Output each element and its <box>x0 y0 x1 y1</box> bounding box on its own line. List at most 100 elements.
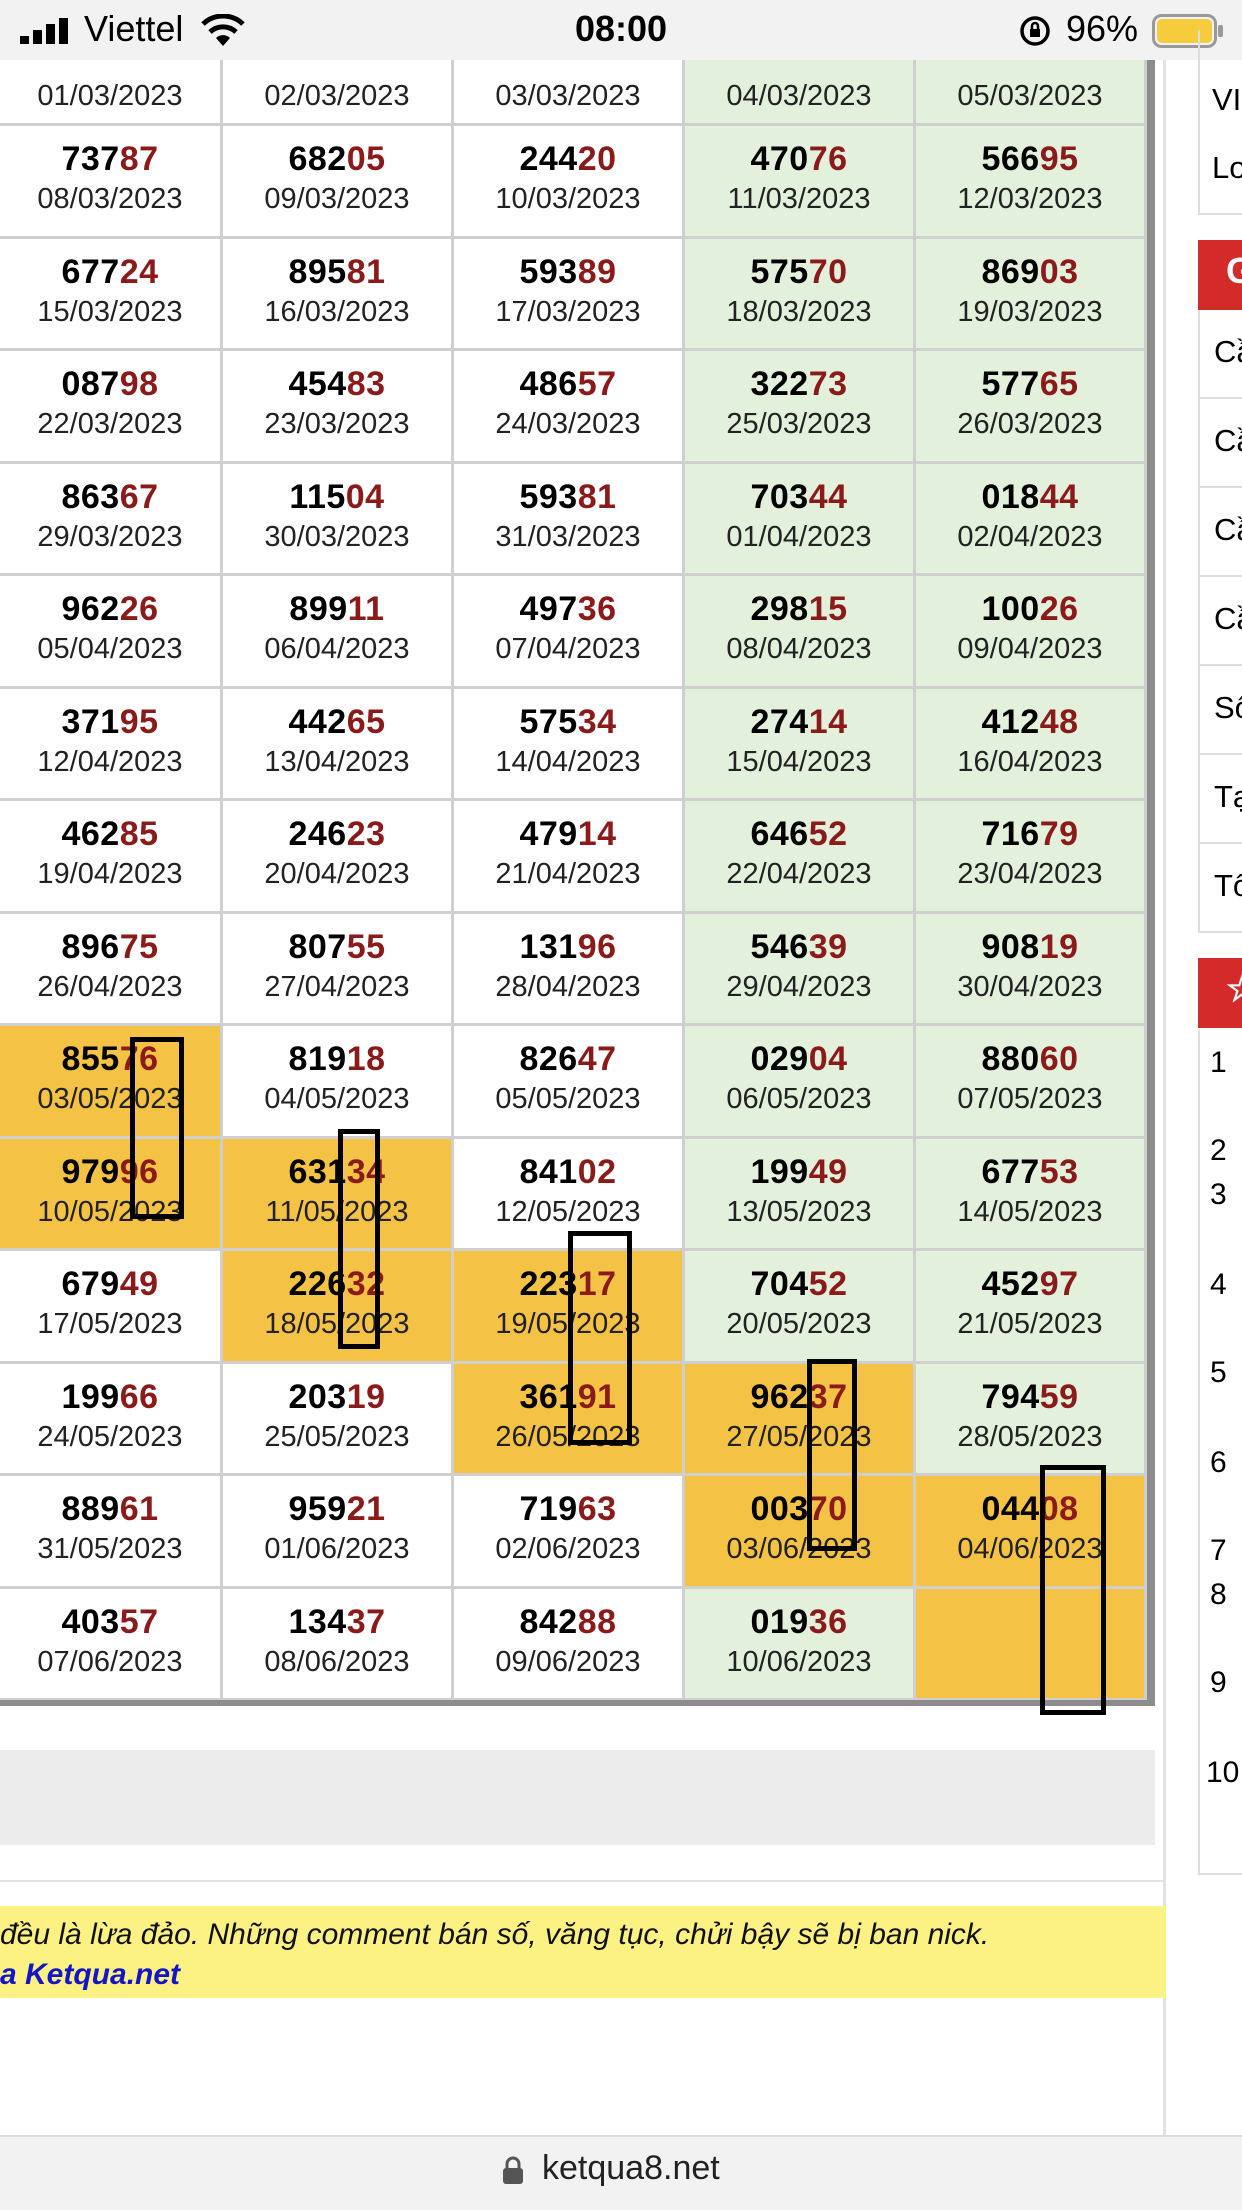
result-cell: 01844 02/04/2023 <box>916 463 1147 576</box>
result-number: 29815 <box>685 590 913 629</box>
ranking-number: 3 <box>1210 1178 1227 1211</box>
date-cell: 02/03/2023 <box>223 60 454 126</box>
result-number-tail: 95 <box>1039 140 1079 178</box>
notice-link[interactable]: a Ketqua.net <box>0 1958 181 1991</box>
result-number: 45297 <box>916 1265 1144 1304</box>
result-number: 47076 <box>685 140 913 179</box>
ranking-number: 4 <box>1210 1268 1227 1301</box>
result-number-head: 889 <box>61 1490 120 1528</box>
sidebar-ranking-list <box>1198 1030 1242 1875</box>
draw-date: 15/03/2023 <box>37 295 183 328</box>
result-number-head: 479 <box>519 815 578 853</box>
result-number-tail: 21 <box>346 1490 386 1528</box>
draw-date: 29/04/2023 <box>726 970 872 1003</box>
draw-date: 04/05/2023 <box>264 1083 410 1115</box>
draw-date: 09/06/2023 <box>495 1645 641 1678</box>
sidebar-menu-item[interactable]: Cầ <box>1198 399 1242 488</box>
result-cell: 71963 02/06/2023 <box>454 1476 685 1589</box>
result-number-head: 631 <box>288 1152 347 1191</box>
result-number-head: 842 <box>519 1602 578 1641</box>
draw-date: 15/04/2023 <box>726 745 872 778</box>
url-text[interactable]: ketqua8.net <box>542 2149 720 2187</box>
result-number: 01844 <box>916 478 1144 517</box>
sidebar-menu-item[interactable]: Tạ <box>1198 755 1242 844</box>
result-cell: 49736 07/04/2023 <box>454 576 685 689</box>
sidebar-box-text[interactable]: Lo <box>1212 150 1242 185</box>
result-number: 88961 <box>0 1490 220 1529</box>
result-cell: 02904 06/05/2023 <box>685 1026 916 1139</box>
result-cell: 73787 08/03/2023 <box>0 126 223 239</box>
draw-date: 08/04/2023 <box>726 633 872 665</box>
result-number-tail: 04 <box>345 477 385 516</box>
result-number-head: 244 <box>519 140 578 178</box>
result-number: 36191 <box>454 1378 682 1417</box>
result-cell: 40357 07/06/2023 <box>0 1588 223 1701</box>
result-number-head: 486 <box>519 365 578 403</box>
result-number: 47914 <box>454 815 682 854</box>
sidebar-section-glyph: G <box>1226 250 1242 291</box>
warning-notice: đều là lừa đảo. Những comment bán số, vă… <box>0 1906 1166 1998</box>
result-cell: 88060 07/05/2023 <box>916 1026 1147 1139</box>
result-number-head: 100 <box>981 590 1040 628</box>
sidebar-menu-item[interactable]: Cầ <box>1198 577 1242 666</box>
draw-date: 03/03/2023 <box>495 80 641 112</box>
draw-date: 25/03/2023 <box>726 408 872 440</box>
result-number-head: 003 <box>750 1490 809 1528</box>
sidebar-menu-label: Cầ <box>1214 334 1242 369</box>
result-number-head: 462 <box>61 815 120 853</box>
status-time: 08:00 <box>574 8 668 49</box>
result-number: 82647 <box>454 1040 682 1079</box>
result-number: 86903 <box>916 253 1144 292</box>
draw-date: 01/06/2023 <box>264 1533 410 1565</box>
result-number: 02904 <box>685 1040 913 1079</box>
result-number-tail: 36 <box>808 1602 848 1641</box>
result-number-head: 646 <box>750 815 809 853</box>
draw-date: 13/05/2023 <box>726 1195 872 1228</box>
result-cell: 59381 31/03/2023 <box>454 463 685 576</box>
result-number-tail: 53 <box>1039 1152 1079 1191</box>
result-number: 84288 <box>454 1603 682 1642</box>
draw-date: 05/05/2023 <box>495 1083 641 1115</box>
sidebar-menu-label: Sô <box>1214 690 1242 725</box>
cellular-signal-icon <box>20 18 68 44</box>
sidebar-menu-item[interactable]: Cầ <box>1198 310 1242 399</box>
sidebar-menu-item[interactable]: Tô <box>1198 844 1242 933</box>
sidebar-menu-item[interactable]: Sô <box>1198 666 1242 755</box>
result-number-head: 412 <box>981 702 1040 741</box>
date-cell: 03/03/2023 <box>454 60 685 126</box>
draw-date: 23/03/2023 <box>264 408 410 440</box>
result-number-tail: 60 <box>1039 1040 1079 1078</box>
result-number-tail: 79 <box>1039 815 1079 853</box>
result-number-head: 322 <box>750 365 809 403</box>
result-number-tail: 37 <box>808 1377 848 1416</box>
result-number: 01936 <box>685 1603 913 1642</box>
draw-date: 06/04/2023 <box>264 633 410 665</box>
draw-date: 21/05/2023 <box>957 1308 1103 1340</box>
sidebar-menu-label: Tạ <box>1214 779 1242 814</box>
result-number-tail: 85 <box>119 815 159 853</box>
result-number-tail: 18 <box>346 1040 386 1078</box>
result-cell: 68205 09/03/2023 <box>223 126 454 239</box>
result-number-tail: 96 <box>119 1152 159 1191</box>
browser-url-bar[interactable]: ketqua8.net <box>0 2135 1242 2210</box>
result-number-head: 880 <box>981 1040 1040 1078</box>
draw-date: 17/03/2023 <box>495 295 641 328</box>
result-number: 90819 <box>916 928 1144 967</box>
ranking-number: 10 <box>1206 1756 1240 1789</box>
draw-date: 03/05/2023 <box>37 1083 183 1115</box>
draw-date: 07/05/2023 <box>957 1083 1103 1115</box>
result-number-head: 575 <box>519 702 578 741</box>
draw-date: 10/06/2023 <box>726 1645 872 1678</box>
result-number-head: 044 <box>981 1490 1040 1528</box>
draw-date: 10/05/2023 <box>37 1195 183 1228</box>
result-cell: 41248 16/04/2023 <box>916 688 1147 801</box>
result-number-head: 361 <box>519 1377 578 1416</box>
result-number-tail: 34 <box>577 702 617 741</box>
result-number-tail: 83 <box>346 365 386 403</box>
marker-rectangle <box>130 1037 184 1219</box>
result-cell: 90819 30/04/2023 <box>916 913 1147 1026</box>
result-number-head: 403 <box>61 1602 120 1641</box>
result-number-tail: 67 <box>119 477 159 516</box>
result-number-head: 896 <box>61 927 120 966</box>
sidebar-menu-item[interactable]: Cầ <box>1198 488 1242 577</box>
